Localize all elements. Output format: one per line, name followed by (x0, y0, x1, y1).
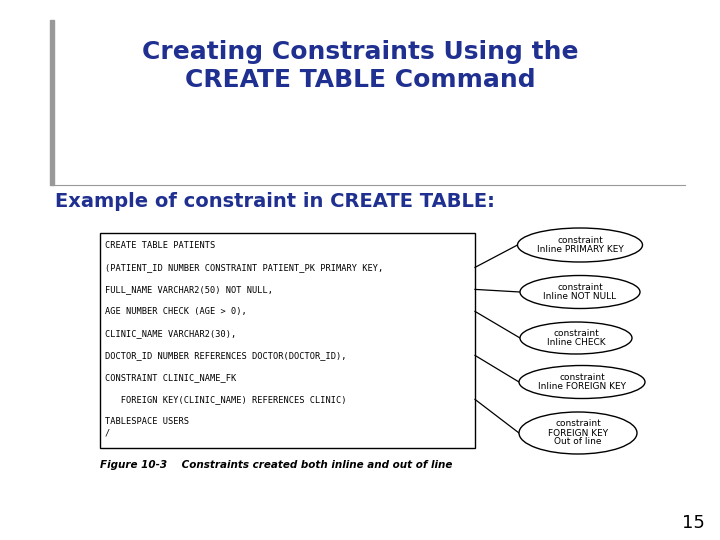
Ellipse shape (518, 228, 642, 262)
Text: Out of line: Out of line (554, 437, 602, 447)
Text: Inline FOREIGN KEY: Inline FOREIGN KEY (538, 382, 626, 391)
Ellipse shape (520, 322, 632, 354)
Bar (50, 20, 53, 185)
Text: Example of constraint in CREATE TABLE:: Example of constraint in CREATE TABLE: (55, 192, 495, 211)
Text: FOREIGN KEY(CLINIC_NAME) REFERENCES CLINIC): FOREIGN KEY(CLINIC_NAME) REFERENCES CLIN… (105, 395, 346, 404)
Text: AGE NUMBER CHECK (AGE > 0),: AGE NUMBER CHECK (AGE > 0), (105, 307, 247, 316)
Ellipse shape (520, 275, 640, 308)
Text: FULL_NAME VARCHAR2(50) NOT NULL,: FULL_NAME VARCHAR2(50) NOT NULL, (105, 285, 273, 294)
Text: Inline CHECK: Inline CHECK (546, 338, 606, 347)
Text: Figure 10-3    Constraints created both inline and out of line: Figure 10-3 Constraints created both inl… (100, 460, 452, 470)
Ellipse shape (519, 412, 637, 454)
Text: CLINIC_NAME VARCHAR2(30),: CLINIC_NAME VARCHAR2(30), (105, 329, 236, 338)
Text: DOCTOR_ID NUMBER REFERENCES DOCTOR(DOCTOR_ID),: DOCTOR_ID NUMBER REFERENCES DOCTOR(DOCTO… (105, 351, 346, 360)
Text: /: / (105, 428, 110, 437)
Text: Inline NOT NULL: Inline NOT NULL (544, 292, 616, 301)
Text: constraint: constraint (557, 236, 603, 245)
Text: CREATE TABLE Command: CREATE TABLE Command (185, 68, 535, 92)
Text: CONSTRAINT CLINIC_NAME_FK: CONSTRAINT CLINIC_NAME_FK (105, 373, 236, 382)
Text: CREATE TABLE PATIENTS: CREATE TABLE PATIENTS (105, 241, 215, 250)
Text: constraint: constraint (555, 420, 601, 429)
Text: FOREIGN KEY: FOREIGN KEY (548, 429, 608, 437)
Text: constraint: constraint (557, 283, 603, 292)
Text: Inline PRIMARY KEY: Inline PRIMARY KEY (536, 245, 624, 254)
Text: TABLESPACE USERS: TABLESPACE USERS (105, 417, 189, 426)
Text: 15: 15 (682, 514, 705, 532)
Text: constraint: constraint (559, 373, 605, 382)
FancyBboxPatch shape (100, 233, 475, 448)
Ellipse shape (519, 366, 645, 399)
Text: constraint: constraint (553, 329, 599, 338)
Text: (PATIENT_ID NUMBER CONSTRAINT PATIENT_PK PRIMARY KEY,: (PATIENT_ID NUMBER CONSTRAINT PATIENT_PK… (105, 263, 383, 272)
Text: Creating Constraints Using the: Creating Constraints Using the (142, 40, 578, 64)
